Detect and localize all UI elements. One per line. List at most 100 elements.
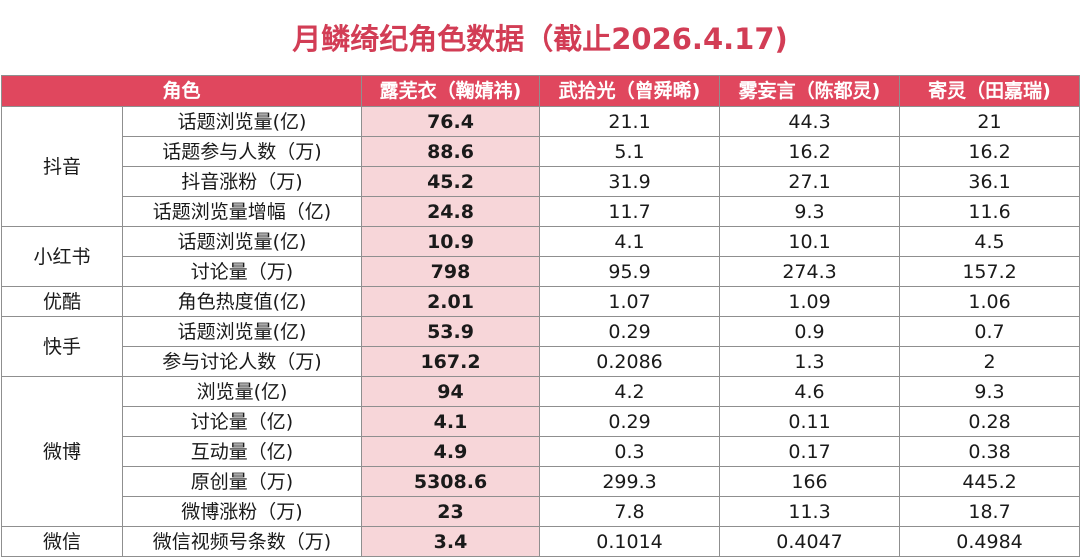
header-row: 角色 露芜衣（鞠婧祎) 武拾光（曾舜晞) 雾妄言（陈都灵) 寄灵（田嘉瑞) xyxy=(0,75,1080,107)
header-character: 武拾光（曾舜晞) xyxy=(539,75,721,107)
value-cell: 24.8 xyxy=(361,196,541,227)
value-cell: 0.1014 xyxy=(539,526,721,557)
value-cell: 798 xyxy=(361,256,541,287)
table-row: 讨论量（亿) 4.1 0.29 0.11 0.28 xyxy=(2,406,1080,437)
table-row: 抖音涨粉（万) 45.2 31.9 27.1 36.1 xyxy=(2,166,1080,197)
platform-cell: 优酷 xyxy=(1,286,123,317)
header-character: 寄灵（田嘉瑞) xyxy=(899,75,1080,107)
value-cell: 1.06 xyxy=(899,286,1080,317)
metric-label: 话题浏览量增幅（亿) xyxy=(121,196,363,227)
value-cell: 88.6 xyxy=(361,136,541,167)
metric-label: 话题浏览量(亿) xyxy=(121,316,363,347)
value-cell: 2 xyxy=(899,346,1080,377)
value-cell: 1.09 xyxy=(719,286,901,317)
value-cell: 445.2 xyxy=(899,466,1080,497)
platform-cell: 小红书 xyxy=(1,226,123,287)
value-cell: 4.5 xyxy=(899,226,1080,257)
value-cell: 94 xyxy=(361,376,541,407)
metric-label: 互动量（亿) xyxy=(121,436,363,467)
value-cell: 2.01 xyxy=(361,286,541,317)
header-role: 角色 xyxy=(0,75,363,107)
value-cell: 0.17 xyxy=(719,436,901,467)
value-cell: 11.7 xyxy=(539,196,721,227)
metric-label: 微博涨粉（万) xyxy=(121,496,363,527)
table-row: 优酷 角色热度值(亿) 2.01 1.07 1.09 1.06 xyxy=(1,286,1080,317)
value-cell: 9.3 xyxy=(719,196,901,227)
value-cell: 0.4047 xyxy=(719,526,901,557)
metric-label: 话题参与人数（万) xyxy=(121,136,363,167)
value-cell: 157.2 xyxy=(899,256,1080,287)
value-cell: 4.6 xyxy=(719,376,901,407)
table-row: 微信 微信视频号条数（万) 3.4 0.1014 0.4047 0.4984 xyxy=(1,526,1080,557)
metric-label: 讨论量（亿) xyxy=(121,406,363,437)
platform-cell: 抖音 xyxy=(1,106,123,227)
value-cell: 1.07 xyxy=(539,286,721,317)
metric-label: 抖音涨粉（万) xyxy=(121,166,363,197)
value-cell: 299.3 xyxy=(539,466,721,497)
value-cell: 5308.6 xyxy=(361,466,541,497)
table-row: 快手 话题浏览量(亿) 53.9 0.29 0.9 0.7 xyxy=(1,316,1080,377)
value-cell: 0.9 xyxy=(719,316,901,347)
value-cell: 76.4 xyxy=(361,106,541,137)
value-cell: 0.11 xyxy=(719,406,901,437)
value-cell: 31.9 xyxy=(539,166,721,197)
value-cell: 53.9 xyxy=(361,316,541,347)
value-cell: 11.6 xyxy=(899,196,1080,227)
table-row: 原创量（万) 5308.6 299.3 166 445.2 xyxy=(2,466,1080,497)
value-cell: 27.1 xyxy=(719,166,901,197)
value-cell: 10.9 xyxy=(361,226,541,257)
data-table: 角色 露芜衣（鞠婧祎) 武拾光（曾舜晞) 雾妄言（陈都灵) 寄灵（田嘉瑞) 抖音… xyxy=(0,75,1080,557)
metric-label: 参与讨论人数（万) xyxy=(121,346,363,377)
value-cell: 16.2 xyxy=(719,136,901,167)
value-cell: 16.2 xyxy=(899,136,1080,167)
value-cell: 0.4984 xyxy=(899,526,1080,557)
value-cell: 44.3 xyxy=(719,106,901,137)
table-row: 微博 浏览量(亿) 94 4.2 4.6 9.3 xyxy=(1,376,1080,527)
metric-label: 原创量（万) xyxy=(121,466,363,497)
table-row: 抖音 话题浏览量(亿) 76.4 21.1 44.3 21 xyxy=(1,106,1080,227)
value-cell: 4.1 xyxy=(539,226,721,257)
value-cell: 95.9 xyxy=(539,256,721,287)
value-cell: 0.3 xyxy=(539,436,721,467)
value-cell: 0.7 xyxy=(899,316,1080,347)
header-character: 雾妄言（陈都灵) xyxy=(719,75,901,107)
value-cell: 9.3 xyxy=(899,376,1080,407)
value-cell: 23 xyxy=(361,496,541,527)
value-cell: 274.3 xyxy=(719,256,901,287)
metric-label: 话题浏览量(亿) xyxy=(121,226,363,257)
value-cell: 18.7 xyxy=(899,496,1080,527)
value-cell: 36.1 xyxy=(899,166,1080,197)
header-character: 露芜衣（鞠婧祎) xyxy=(361,75,541,107)
table-row: 话题浏览量增幅（亿) 24.8 11.7 9.3 11.6 xyxy=(2,196,1080,227)
metric-label: 浏览量(亿) xyxy=(121,376,363,407)
value-cell: 166 xyxy=(719,466,901,497)
value-cell: 21 xyxy=(899,106,1080,137)
value-cell: 0.28 xyxy=(899,406,1080,437)
value-cell: 4.9 xyxy=(361,436,541,467)
metric-label: 话题浏览量(亿) xyxy=(121,106,363,137)
value-cell: 167.2 xyxy=(361,346,541,377)
table-row: 小红书 话题浏览量(亿) 10.9 4.1 10.1 4.5 xyxy=(1,226,1080,287)
table-row: 微博涨粉（万) 23 7.8 11.3 18.7 xyxy=(2,496,1080,527)
value-cell: 5.1 xyxy=(539,136,721,167)
metric-label: 角色热度值(亿) xyxy=(121,286,363,317)
metric-label: 讨论量（万) xyxy=(121,256,363,287)
value-cell: 4.1 xyxy=(361,406,541,437)
value-cell: 21.1 xyxy=(539,106,721,137)
table-row: 话题参与人数（万) 88.6 5.1 16.2 16.2 xyxy=(2,136,1080,167)
metric-label: 微信视频号条数（万) xyxy=(121,526,363,557)
platform-cell: 快手 xyxy=(1,316,123,377)
platform-cell: 微博 xyxy=(1,376,123,527)
value-cell: 0.2086 xyxy=(539,346,721,377)
value-cell: 7.8 xyxy=(539,496,721,527)
value-cell: 4.2 xyxy=(539,376,721,407)
platform-cell: 微信 xyxy=(1,526,123,557)
value-cell: 45.2 xyxy=(361,166,541,197)
table-row: 讨论量（万) 798 95.9 274.3 157.2 xyxy=(2,256,1080,287)
value-cell: 0.38 xyxy=(899,436,1080,467)
value-cell: 0.29 xyxy=(539,406,721,437)
value-cell: 3.4 xyxy=(361,526,541,557)
table-row: 参与讨论人数（万) 167.2 0.2086 1.3 2 xyxy=(2,346,1080,377)
value-cell: 10.1 xyxy=(719,226,901,257)
page-title: 月鳞绮纪角色数据（截止2026.4.17) xyxy=(292,22,788,56)
